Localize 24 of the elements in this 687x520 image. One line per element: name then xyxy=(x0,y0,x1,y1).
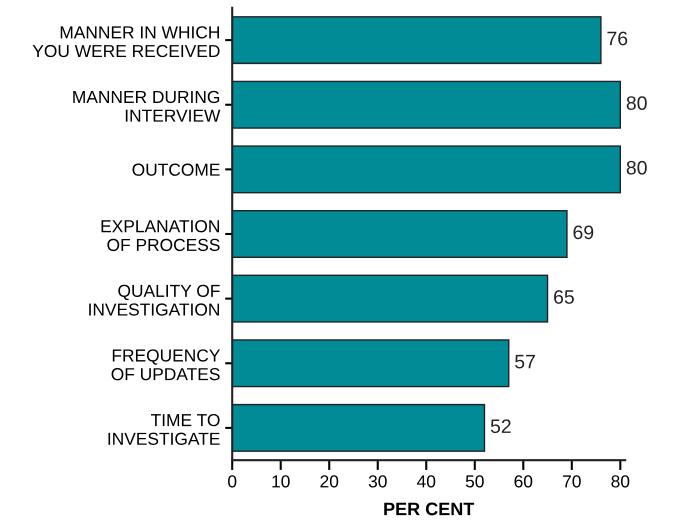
y-tick-label: QUALITY OF INVESTIGATION xyxy=(89,284,220,316)
y-tick-label: OUTCOME xyxy=(132,164,220,176)
y-tick-label: MANNER IN WHICH YOU WERE RECEIVED xyxy=(32,26,220,58)
y-tick-label: MANNER DURING INTERVIEW xyxy=(73,90,220,122)
data-label: 52 xyxy=(490,419,511,434)
data-label: 57 xyxy=(515,354,535,368)
x-axis-title: PER CENT xyxy=(384,502,474,516)
data-label: 76 xyxy=(607,32,628,46)
x-tick-label: 0 xyxy=(228,475,236,488)
data-label: 80 xyxy=(626,96,647,110)
x-tick-label: 30 xyxy=(368,475,387,488)
data-label: 65 xyxy=(554,290,574,304)
x-tick-label: 60 xyxy=(514,475,532,488)
x-tick-label: 50 xyxy=(466,475,484,488)
x-tick-label: 10 xyxy=(272,475,290,488)
y-tick-label: TIME TO INVESTIGATE xyxy=(108,414,220,445)
data-label: 69 xyxy=(573,225,594,240)
x-tick-label: 70 xyxy=(563,475,581,488)
y-tick-label: EXPLANATION OF PROCESS xyxy=(102,220,220,252)
y-tick-label: FREQUENCY OF UPDATES xyxy=(112,349,220,380)
x-tick-label: 80 xyxy=(611,475,630,488)
data-label: 80 xyxy=(626,160,647,175)
x-tick-label: 40 xyxy=(417,475,436,488)
x-tick-label: 20 xyxy=(320,475,338,488)
